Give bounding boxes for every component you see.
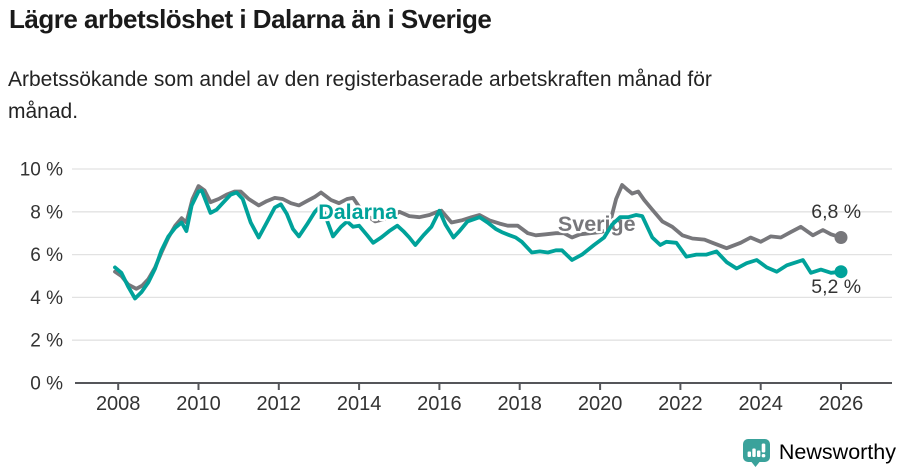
x-tick-label: 2012 [257, 393, 302, 415]
subtitle-line-1: Arbetssökande som andel av den registerb… [8, 68, 712, 91]
chart-svg: 0 % 2 % 4 % 6 % 8 % 10 % 2008 2010 2012 2014 2016 2… [20, 160, 892, 415]
y-tick-label: 2 % [30, 331, 63, 352]
subtitle-line-2: månad. [8, 99, 79, 123]
y-tick-label: 0 % [30, 374, 63, 395]
end-dot-dalarna [834, 265, 848, 279]
newsworthy-bubble-chart-icon [742, 439, 770, 467]
end-value-label-sverige: 6,8 % [811, 201, 861, 223]
series-line-dalarna [113, 188, 843, 301]
line-chart: 0 % 2 % 4 % 6 % 8 % 10 % 2008 2010 2012 2014 2016 2… [0, 150, 900, 420]
x-tick-label: 2022 [658, 393, 703, 415]
x-tick-label: 2018 [497, 393, 542, 415]
end-dot-sverige [834, 231, 848, 244]
x-tick-label: 2016 [417, 393, 462, 415]
x-tick-label: 2024 [738, 393, 783, 415]
chart-subtitle: Arbetssökande som andel av den registerb… [8, 64, 892, 127]
newsworthy-logo: Newsworthy [741, 437, 896, 468]
y-tick-label: 6 % [30, 245, 63, 266]
series-label-sverige: Sverige [558, 212, 636, 236]
y-tick-label: 8 % [30, 202, 63, 223]
page-title: Lägre arbetslöshet i Dalarna än i Sverig… [9, 4, 492, 34]
y-tick-label: 4 % [30, 288, 63, 309]
x-tick-label: 2014 [337, 393, 382, 415]
x-tick-label: 2026 [819, 393, 864, 415]
y-tick-label: 10 % [20, 160, 63, 181]
series-label-dalarna: Dalarna [318, 200, 398, 224]
x-tick-label: 2020 [578, 393, 623, 415]
end-value-label-dalarna: 5,2 % [811, 276, 861, 298]
x-tick-label: 2010 [176, 393, 221, 415]
x-tick-label: 2008 [96, 393, 141, 415]
newsworthy-logo-text: Newsworthy [778, 440, 896, 464]
